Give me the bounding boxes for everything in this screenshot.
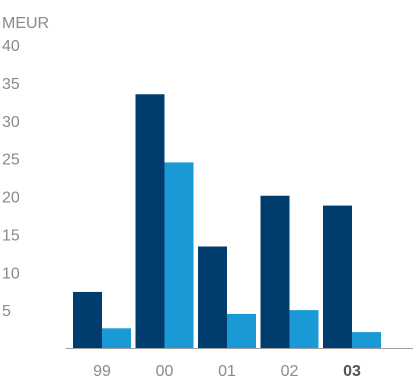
- y-tick-label: 35: [2, 76, 20, 93]
- bar-series-1-00: [135, 94, 165, 348]
- bar-series-2-99: [102, 328, 131, 348]
- x-tick-label: 03: [343, 363, 361, 380]
- bar-series-1-03: [323, 205, 352, 348]
- x-tick-label: 01: [218, 363, 236, 380]
- y-tick-label: 10: [2, 265, 20, 282]
- y-tick-label: 20: [2, 190, 20, 207]
- x-tick-label: 02: [281, 363, 299, 380]
- y-axis-ticks: 5 10 15 20 25 30 35 40: [2, 38, 20, 320]
- y-tick-label: 30: [2, 114, 20, 131]
- bar-series-1-02: [260, 195, 290, 348]
- bar-series-2-01: [227, 313, 256, 348]
- y-tick-label: 15: [2, 227, 20, 244]
- unit-label: MEUR: [2, 15, 49, 32]
- bar-series-2-03: [352, 332, 381, 348]
- y-tick-label: 5: [2, 303, 11, 320]
- x-tick-label: 99: [93, 363, 111, 380]
- x-axis-labels: 99 00 01 02 03: [93, 363, 361, 380]
- bar-series-1-99: [73, 291, 102, 348]
- x-tick-label: 00: [156, 363, 174, 380]
- y-tick-label: 25: [2, 152, 20, 169]
- bar-series-2-02: [289, 310, 319, 348]
- bar-series-2-00: [164, 162, 194, 348]
- bar-series-1-01: [198, 246, 227, 348]
- y-tick-label: 40: [2, 38, 20, 55]
- bars: [73, 94, 381, 348]
